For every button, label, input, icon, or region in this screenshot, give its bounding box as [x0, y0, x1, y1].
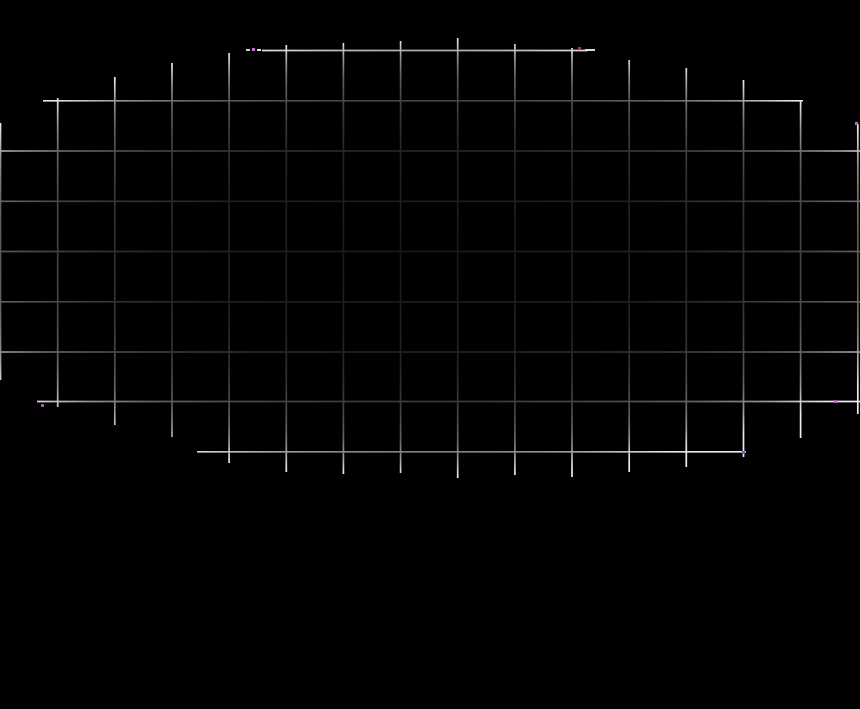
wireframe-grid-figure	[0, 0, 860, 709]
grid-lines-canvas	[0, 38, 860, 478]
